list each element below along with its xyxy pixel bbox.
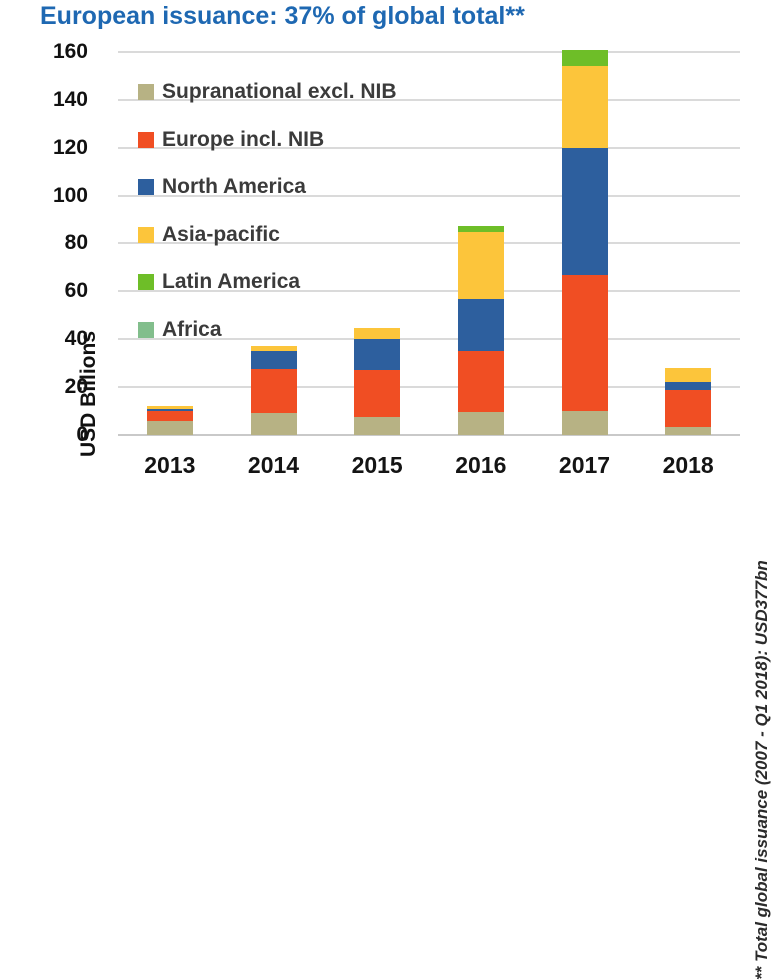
bar-2016-segment-asia-pacific bbox=[457, 231, 504, 299]
bar-2014-segment-north-america bbox=[250, 351, 297, 370]
y-tick-label-0: 0 bbox=[76, 423, 88, 446]
bar-2018 bbox=[665, 367, 712, 435]
bar-2018-segment-supranational-excl-nib bbox=[665, 426, 712, 435]
gridline-20 bbox=[118, 386, 740, 389]
bar-2013-segment-supranational-excl-nib bbox=[146, 420, 193, 435]
bar-2018-segment-north-america bbox=[665, 382, 712, 390]
x-tick-label-2013: 2013 bbox=[144, 452, 196, 478]
bar-2014 bbox=[250, 346, 297, 435]
bar-2015-segment-europe-incl-nib bbox=[354, 370, 401, 418]
bar-2016-segment-latin-america bbox=[457, 225, 504, 232]
bar-2015-segment-north-america bbox=[354, 339, 401, 371]
y-axis-title: USD Billions bbox=[77, 330, 100, 457]
legend-label: Supranational excl. NIB bbox=[162, 80, 397, 103]
chart-title: European issuance: 37% of global total** bbox=[40, 2, 525, 30]
bar-2018-segment-europe-incl-nib bbox=[665, 389, 712, 427]
gridline-160 bbox=[118, 50, 740, 53]
bar-2014-segment-europe-incl-nib bbox=[250, 369, 297, 414]
bar-2013 bbox=[146, 406, 193, 435]
bar-2016 bbox=[457, 225, 504, 435]
y-tick-label-160: 160 bbox=[52, 39, 88, 63]
legend-swatch-icon bbox=[138, 179, 154, 196]
bar-2017-segment-europe-incl-nib bbox=[561, 274, 608, 412]
bar-2016-segment-europe-incl-nib bbox=[457, 351, 504, 413]
bar-2017-segment-supranational-excl-nib bbox=[561, 411, 608, 435]
x-tick-label-2015: 2015 bbox=[351, 452, 403, 478]
bar-2015-segment-asia-pacific bbox=[354, 328, 401, 340]
bar-2013-segment-north-america bbox=[146, 408, 193, 412]
legend-label: North America bbox=[162, 175, 306, 199]
bar-2013-segment-europe-incl-nib bbox=[146, 411, 193, 421]
y-tick-label-140: 140 bbox=[52, 87, 88, 111]
y-tick-label-40: 40 bbox=[64, 327, 88, 351]
legend-label: Europe incl. NIB bbox=[162, 127, 325, 151]
bar-2016-segment-supranational-excl-nib bbox=[457, 412, 504, 435]
plot-area: 0 20 40 60 80 100 120 140 160 USD Billions 2013 2… bbox=[52, 39, 740, 478]
x-tick-label-2018: 2018 bbox=[662, 452, 714, 478]
footnote-vertical: ** Total global issuance (2007 - Q1 2018… bbox=[752, 560, 771, 980]
bar-2018-segment-asia-pacific bbox=[665, 367, 712, 383]
bar-2015-segment-supranational-excl-nib bbox=[354, 417, 401, 435]
bar-2013-segment-asia-pacific bbox=[146, 406, 193, 409]
legend-label: Africa bbox=[162, 318, 222, 341]
bar-2014-segment-supranational-excl-nib bbox=[250, 413, 297, 435]
legend-swatch-icon bbox=[138, 131, 154, 148]
bar-2017 bbox=[561, 49, 608, 435]
gridline-0 bbox=[118, 434, 740, 436]
gridline-60 bbox=[118, 290, 740, 293]
y-tick-label-120: 120 bbox=[52, 135, 88, 159]
y-tick-label-20: 20 bbox=[64, 375, 88, 399]
legend-item-supranational-excl-nib: Supranational excl. NIB bbox=[138, 80, 397, 104]
legend-swatch-icon bbox=[138, 274, 154, 291]
bar-2017-segment-north-america bbox=[561, 147, 608, 275]
bar-2016-segment-north-america bbox=[457, 298, 504, 352]
y-tick-label-100: 100 bbox=[52, 183, 88, 207]
y-tick-label-80: 80 bbox=[64, 231, 88, 255]
gridline-120 bbox=[118, 146, 740, 149]
x-tick-label-2017: 2017 bbox=[558, 452, 611, 478]
legend-item-asia-pacific: Asia-pacific bbox=[138, 223, 280, 247]
x-tick-label-2014: 2014 bbox=[247, 452, 300, 478]
bar-2017-segment-asia-pacific bbox=[561, 66, 608, 148]
legend-item-africa: Africa bbox=[138, 318, 222, 342]
bar-2017-segment-latin-america bbox=[561, 49, 608, 67]
y-tick-label-60: 60 bbox=[64, 279, 88, 303]
gridline-100 bbox=[118, 194, 740, 197]
gridline-40 bbox=[118, 338, 740, 341]
legend-item-latin-america: Latin America bbox=[138, 270, 300, 294]
legend-item-europe-incl-nib: Europe incl. NIB bbox=[138, 128, 324, 152]
legend-swatch-icon bbox=[138, 322, 154, 338]
legend-label: Latin America bbox=[162, 270, 301, 294]
bar-2014-segment-asia-pacific bbox=[250, 346, 297, 352]
gridline-140 bbox=[118, 98, 740, 101]
gridline-80 bbox=[118, 242, 740, 245]
x-tick-label-2016: 2016 bbox=[455, 452, 507, 478]
bar-2015 bbox=[354, 328, 401, 435]
legend-swatch-icon bbox=[138, 84, 154, 100]
legend-label: Asia-pacific bbox=[162, 222, 280, 246]
legend-item-north-america: North America bbox=[138, 175, 306, 199]
legend-swatch-icon bbox=[138, 226, 154, 243]
